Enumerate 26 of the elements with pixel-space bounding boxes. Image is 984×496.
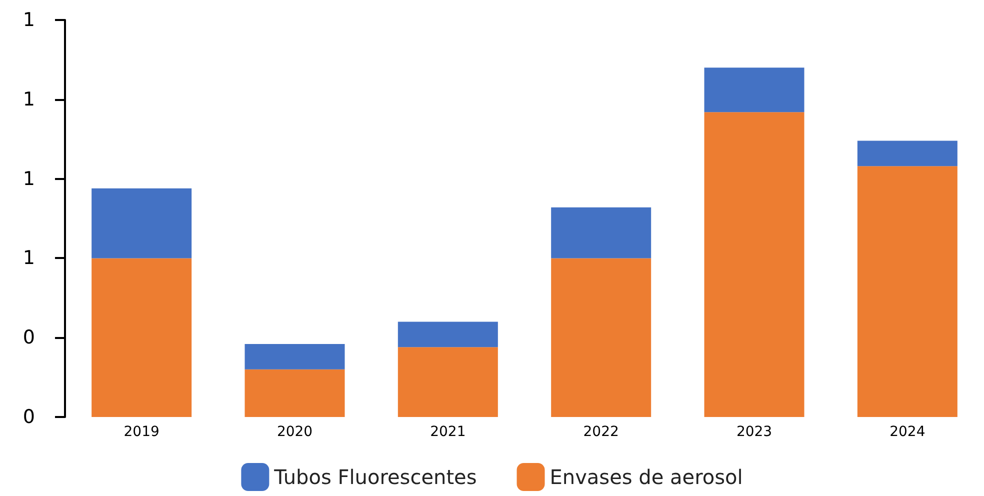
legend-label: Tubos Fluorescentes xyxy=(273,465,477,489)
y-tick-label: 0 xyxy=(22,326,35,349)
bar xyxy=(398,322,498,348)
bar xyxy=(857,166,958,417)
bar xyxy=(857,140,958,166)
bar xyxy=(551,258,652,417)
bar xyxy=(398,347,498,417)
bar xyxy=(244,369,345,417)
bar xyxy=(244,344,345,370)
bar xyxy=(704,112,804,417)
bar xyxy=(704,68,804,112)
y-tick-label: 1 xyxy=(22,168,35,190)
x-tick-label: 2021 xyxy=(430,424,466,440)
x-tick-label: 2023 xyxy=(736,424,772,440)
x-tick-label: 2020 xyxy=(276,424,313,440)
y-tick-label: 1 xyxy=(22,88,35,110)
x-tick-label: 2024 xyxy=(890,424,926,440)
legend-label: Envases de aerosol xyxy=(550,465,743,489)
x-tick-label: 2022 xyxy=(583,424,619,440)
y-tick-label: 1 xyxy=(22,9,35,31)
y-tick-label: 1 xyxy=(22,247,35,270)
x-tick-label: 2019 xyxy=(124,424,160,440)
bar xyxy=(551,207,652,258)
bar xyxy=(92,188,192,258)
bar xyxy=(92,258,192,417)
y-tick-label: 0 xyxy=(22,406,35,428)
